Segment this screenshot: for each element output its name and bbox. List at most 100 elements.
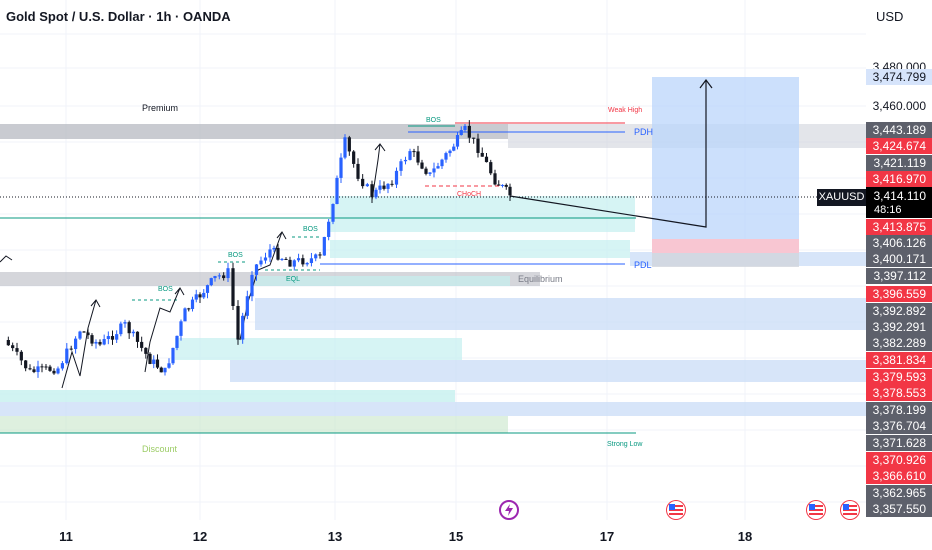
stop-box [652, 239, 799, 253]
price-label: 3,392.892 [866, 303, 932, 319]
currency-label[interactable]: USD [876, 9, 904, 24]
x-tick: 11 [59, 529, 73, 544]
candle-body [268, 249, 272, 258]
strong-low-label: Strong Low [607, 441, 643, 448]
price-label: 3,378.553 [866, 385, 932, 401]
candle-body [444, 153, 448, 160]
candle-body [119, 323, 123, 335]
candle-body [86, 332, 90, 336]
candle-body [94, 341, 98, 344]
candle-body [159, 367, 163, 373]
chart-title: Gold Spot / U.S. Dollar · 1h · OANDA [6, 9, 231, 24]
discount-zone [0, 416, 508, 433]
fvg-zone [255, 276, 510, 286]
stop-box-lower [652, 253, 799, 267]
candle-body [148, 353, 152, 364]
candle-body [56, 368, 60, 374]
candle-body [343, 137, 347, 158]
discount-label: Discount [142, 444, 178, 454]
candle-body [198, 294, 202, 298]
us-flag-icon[interactable] [806, 500, 826, 520]
candle-body [52, 370, 56, 374]
candle-body [356, 163, 360, 179]
candle-body [463, 125, 467, 131]
candle-body [36, 366, 40, 373]
candle-body [163, 367, 167, 373]
price-label: 3,397.112 [866, 268, 932, 284]
candle-body [127, 322, 131, 334]
projection-arrowhead [699, 79, 713, 89]
candle-body [44, 366, 48, 368]
us-flag-icon[interactable] [840, 500, 860, 520]
candle-body [484, 156, 489, 163]
candle-body [24, 360, 28, 369]
projection-path [509, 80, 707, 228]
price-label: 3,379.593 [866, 369, 932, 385]
candle-body [412, 151, 416, 153]
candle-body [272, 247, 276, 250]
price-label: 3,443.189 [866, 122, 932, 138]
candle-body [98, 341, 102, 345]
price-label: 3,376.704 [866, 418, 932, 434]
zones [0, 77, 866, 433]
symbol-badge: XAUUSD [817, 189, 866, 206]
candle-body [467, 125, 471, 138]
candle-body [65, 348, 69, 364]
candle-body [370, 184, 374, 198]
candle-body [314, 254, 318, 259]
candle-body [432, 168, 436, 173]
candle-body [48, 366, 52, 371]
price-label: 3,370.926 [866, 452, 932, 468]
candle-body [331, 204, 335, 222]
candle-body [144, 347, 148, 354]
candle-body [386, 183, 390, 189]
bos-label: BOS [426, 117, 441, 124]
candle-body [135, 331, 140, 342]
candle-body [500, 184, 505, 186]
x-tick: 15 [448, 529, 464, 544]
candle-body [209, 278, 213, 286]
candle-body [374, 189, 378, 198]
x-tick: 12 [192, 529, 208, 544]
candle-body [309, 258, 314, 264]
candle-body [394, 170, 399, 185]
order-block-zone [230, 360, 866, 382]
price-label: 3,381.834 [866, 352, 932, 368]
candle-body [115, 334, 119, 340]
candle-body [339, 157, 343, 178]
x-tick: 17 [599, 529, 615, 544]
candle-body [455, 135, 460, 147]
candle-body [408, 151, 412, 160]
candle-body [226, 268, 230, 279]
candle-body [205, 285, 210, 293]
x-tick: 18 [737, 529, 753, 544]
weak-high-label: Weak High [608, 107, 643, 114]
candle-body [361, 178, 365, 187]
candle-body [459, 130, 463, 136]
bar-countdown: 48:16 [874, 204, 902, 216]
candle-body [15, 348, 19, 352]
price-label: 3,460.000 [872, 99, 926, 113]
candle-body [187, 308, 191, 310]
current-price: 3,414.110 [873, 189, 927, 203]
candle-body [504, 184, 508, 187]
price-label: 3,424.674 [866, 138, 932, 154]
candle-body [140, 341, 144, 348]
candle-body [32, 369, 36, 373]
price-label: 3,362.965 [866, 485, 932, 501]
candle-body [480, 152, 484, 157]
candle-body [416, 151, 420, 163]
candle-body [399, 161, 403, 171]
candle-body [420, 162, 424, 169]
candle-body [222, 275, 226, 279]
flash-icon[interactable] [499, 500, 519, 520]
fvg-zone [175, 338, 462, 360]
candle-body [452, 146, 456, 151]
candle-body [155, 359, 160, 368]
equilibrium-label: Equilibrium [518, 274, 563, 284]
us-flag-icon[interactable] [666, 500, 686, 520]
candle-body [78, 331, 82, 339]
candle-body [74, 338, 78, 350]
candle-body [28, 368, 32, 370]
